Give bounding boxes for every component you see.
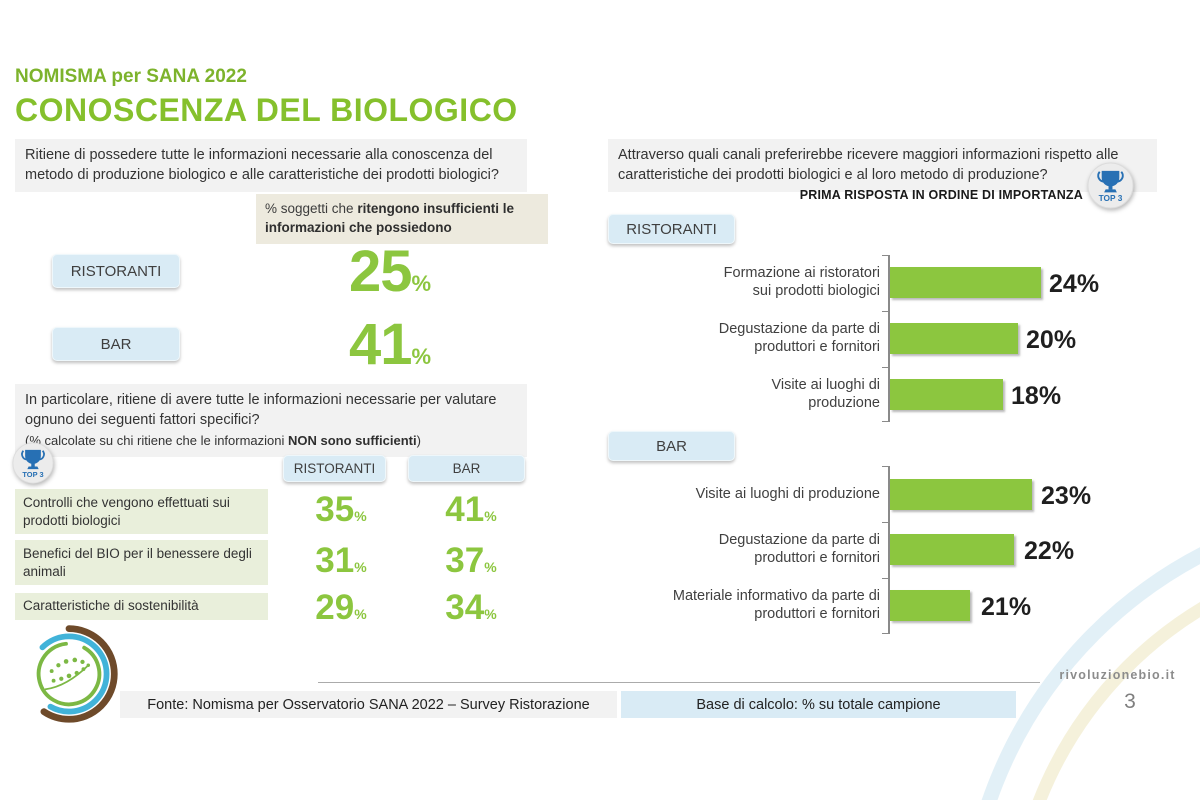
table-value: 34% [445, 588, 497, 627]
note-suffix: ) [416, 433, 421, 449]
table-row: Benefici del BIO per il benessere degli … [15, 540, 268, 586]
bar [890, 323, 1018, 354]
percent-sign: % [1008, 593, 1032, 621]
question-specific-factors-text: In particolare, ritiene di avere tutte l… [25, 392, 497, 428]
callout-insufficient-info: % soggetti che ritengono insufficienti l… [256, 194, 548, 244]
question-channels: Attraverso quali canali preferirebbe ric… [608, 139, 1157, 193]
footer-divider [318, 682, 1040, 683]
percent-sign: % [411, 344, 432, 369]
bar-value: 24% [1049, 270, 1100, 298]
bar-label: Formazione ai ristoratori sui prodotti b… [723, 265, 880, 300]
bar-value: 18% [1011, 382, 1062, 410]
percent-sign: % [1068, 482, 1092, 510]
axis-tick [882, 578, 890, 579]
chart-group-ristoranti: RISTORANTI [608, 214, 735, 244]
note-prefix: (% calcolate su chi ritiene che le infor… [25, 433, 289, 449]
kpi-number: 41 [348, 312, 413, 377]
bar [890, 379, 1003, 410]
axis-tick [882, 466, 890, 467]
bar-label: Materiale informativo da parte di produt… [672, 588, 880, 623]
percent-sign: % [484, 559, 497, 575]
bar-value: 23% [1041, 482, 1092, 510]
chart1-axis [888, 255, 890, 422]
table-value: 35% [315, 490, 367, 529]
subtitle-prima-risposta: PRIMA RISPOSTA IN ORDINE DI IMPORTANZA [799, 188, 1083, 202]
percent-sign: % [1038, 382, 1062, 410]
table-value: 31% [315, 541, 367, 580]
svg-text:TOP 3: TOP 3 [22, 470, 43, 479]
top3-badge-icon: TOP 3 [12, 442, 54, 484]
bar-label: Visite ai luoghi di produzione [771, 377, 880, 412]
svg-text:TOP 3: TOP 3 [1099, 193, 1123, 203]
bar-label: Degustazione da parte di produttori e fo… [718, 321, 880, 356]
table-value: 37% [445, 541, 497, 580]
bar [890, 479, 1032, 510]
table-value: 41% [445, 490, 497, 529]
percent-sign: % [354, 508, 367, 524]
brand-eyebrow: NOMISMA per SANA 2022 [15, 66, 247, 87]
percent-sign: % [354, 606, 367, 622]
callout-prefix: % soggetti che [265, 201, 358, 216]
page-title: CONOSCENZA DEL BIOLOGICO [15, 92, 518, 128]
axis-tick [882, 311, 890, 312]
chip-bar: BAR [52, 327, 180, 361]
bar-value: 22% [1024, 537, 1075, 565]
percent-sign: % [484, 508, 497, 524]
bar-value: 20% [1026, 326, 1077, 354]
axis-tick [882, 633, 890, 634]
trophy-icon [21, 449, 45, 470]
bar-value: 21% [981, 593, 1032, 621]
kpi-number: 25 [348, 239, 413, 304]
website-label: rivoluzionebio.it [1059, 668, 1176, 682]
note-bold: NON sono sufficienti [288, 433, 417, 449]
percent-sign: % [1076, 270, 1100, 298]
question-note: (% calcolate su chi ritiene che le infor… [25, 432, 517, 450]
percent-sign: % [1051, 537, 1075, 565]
chart-group-bar: BAR [608, 431, 735, 461]
page-number: 3 [1124, 690, 1136, 713]
percent-sign: % [354, 559, 367, 575]
callout-bold: ritengono insufficienti le informazioni … [265, 201, 515, 235]
percent-sign: % [1053, 326, 1077, 354]
table-row: Controlli che vengono effettuati sui pro… [15, 489, 268, 535]
percent-sign: % [484, 606, 497, 622]
table-row: Caratteristiche di sostenibilità [15, 593, 268, 620]
axis-tick [882, 421, 890, 422]
bar-label: Degustazione da parte di produttori e fo… [718, 532, 880, 567]
axis-tick [882, 522, 890, 523]
rivoluzione-bio-logo-icon [20, 625, 118, 723]
bar-label: Visite ai luoghi di produzione [695, 486, 880, 502]
percent-sign: % [411, 271, 432, 296]
axis-tick [882, 255, 890, 256]
trophy-icon [1097, 170, 1124, 193]
top3-badge-icon: TOP 3 [1087, 162, 1134, 209]
question-possess-info: Ritiene di possedere tutte le informazio… [15, 139, 527, 193]
axis-tick [882, 367, 890, 368]
question-specific-factors: In particolare, ritiene di avere tutte l… [15, 384, 527, 457]
kpi-ristoranti-value: 25% [315, 243, 465, 301]
bar [890, 590, 970, 621]
bar [890, 534, 1014, 565]
chart2-axis [888, 466, 890, 634]
footer-base-note: Base di calcolo: % su totale campione [621, 691, 1016, 718]
table-value: 29% [315, 588, 367, 627]
chip-ristoranti: RISTORANTI [52, 254, 180, 288]
footer-source: Fonte: Nomisma per Osservatorio SANA 202… [120, 691, 617, 718]
table-header-ristoranti: RISTORANTI [283, 455, 386, 482]
bar [890, 267, 1041, 298]
kpi-bar-value: 41% [315, 316, 465, 374]
table-header-bar: BAR [408, 455, 525, 482]
